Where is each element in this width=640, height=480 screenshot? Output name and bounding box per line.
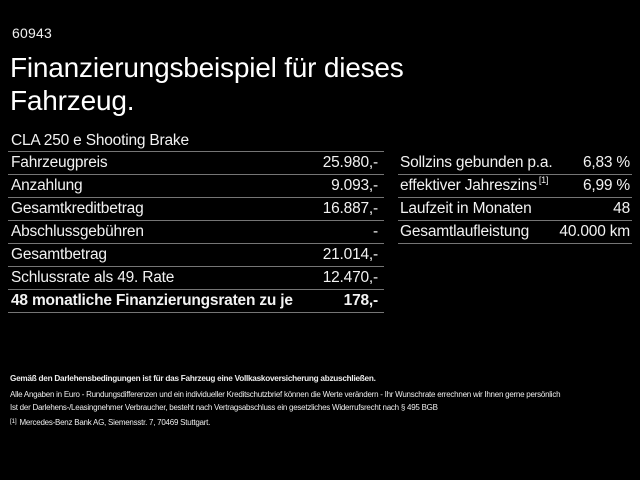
table-row: Gesamtbetrag 21.014,- xyxy=(8,244,384,267)
table-row: Sollzins gebunden p.a. 6,83 % xyxy=(398,152,632,175)
table-row: Gesamtlaufleistung 40.000 km xyxy=(398,221,632,244)
row-value: - xyxy=(373,223,378,240)
row-label: effektiver Jahreszins [1] xyxy=(400,174,549,194)
row-value: 178,- xyxy=(343,292,379,309)
row-label: Gesamtkreditbetrag xyxy=(11,200,144,217)
table-row: Gesamtkreditbetrag 16.887,- xyxy=(8,198,384,221)
row-label: Abschlussgebühren xyxy=(11,223,144,240)
row-label: Sollzins gebunden p.a. xyxy=(400,154,553,171)
page-title: Finanzierungsbeispiel für dieses Fahrzeu… xyxy=(10,52,404,116)
row-value: 16.887,- xyxy=(322,200,378,217)
table-row: Schlussrate als 49. Rate 12.470,- xyxy=(8,267,384,290)
conditions-table: Sollzins gebunden p.a. 6,83 % effektiver J… xyxy=(398,152,632,244)
table-row: Abschlussgebühren - xyxy=(8,221,384,244)
row-label: Anzahlung xyxy=(11,177,83,194)
row-value: 6,99 % xyxy=(582,177,630,194)
row-label: Gesamtlaufleistung xyxy=(400,223,530,240)
vehicle-model-header: CLA 250 e Shooting Brake xyxy=(8,131,384,152)
row-label: Laufzeit in Monaten xyxy=(400,200,532,217)
row-value: 48 xyxy=(613,200,630,217)
financing-rows: Fahrzeugpreis 25.980,- Anzahlung 9.093,- Ges… xyxy=(8,152,384,313)
conditions-rows: Sollzins gebunden p.a. 6,83 % effektiver J… xyxy=(398,152,632,244)
footer-disclaimer-1: Alle Angaben in Euro - Rundungsdifferenz… xyxy=(10,390,561,399)
row-label: Fahrzeugpreis xyxy=(11,154,108,171)
stock-number: 60943 xyxy=(12,25,52,41)
row-label: Schlussrate als 49. Rate xyxy=(11,269,175,286)
row-value: 21.014,- xyxy=(322,246,378,263)
row-value: 12.470,- xyxy=(322,269,378,286)
table-row: effektiver Jahreszins [1] 6,99 % xyxy=(398,175,632,198)
row-value: 9.093,- xyxy=(331,177,378,194)
row-label: 48 monatliche Finanzierungsraten zu je xyxy=(11,292,293,309)
footnote-text: Mercedes-Benz Bank AG, Siemensstr. 7, 70… xyxy=(19,418,211,427)
financing-table: CLA 250 e Shooting Brake Fahrzeugpreis 25… xyxy=(8,131,384,313)
table-row: Anzahlung 9.093,- xyxy=(8,175,384,198)
footer-footnote: [1] Mercedes-Benz Bank AG, Siemensstr. 7,… xyxy=(10,418,210,427)
footnote-reference: [1] xyxy=(538,174,549,185)
row-value: 40.000 km xyxy=(559,223,630,240)
row-value: 25.980,- xyxy=(322,154,378,171)
table-row: Laufzeit in Monaten 48 xyxy=(398,198,632,221)
vehicle-model-label: CLA 250 e Shooting Brake xyxy=(11,132,189,149)
table-row: 48 monatliche Finanzierungsraten zu je 17… xyxy=(8,290,384,313)
footer-insurance-note: Gemäß den Darlehensbedingungen ist für d… xyxy=(10,374,376,383)
table-row: Fahrzeugpreis 25.980,- xyxy=(8,152,384,175)
row-value: 6,83 % xyxy=(582,154,630,171)
footnote-marker: [1] xyxy=(10,418,17,425)
footer-disclaimer-2: Ist der Darlehens-/Leasingnehmer Verbrau… xyxy=(10,403,438,412)
row-label: Gesamtbetrag xyxy=(11,246,107,263)
